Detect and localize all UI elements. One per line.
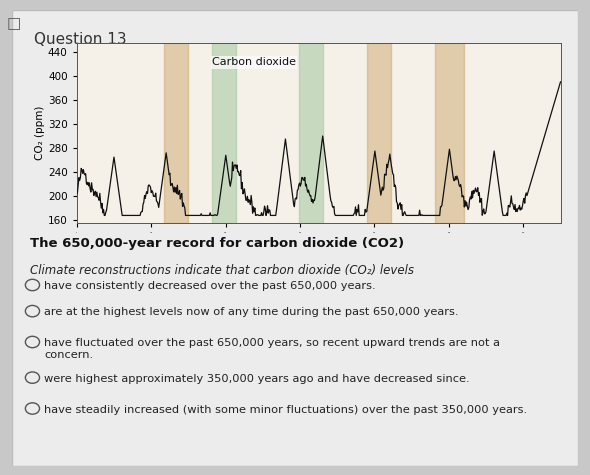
Text: Carbon dioxide: Carbon dioxide [212, 57, 296, 67]
Text: Climate reconstructions indicate that carbon dioxide (CO₂) levels: Climate reconstructions indicate that ca… [30, 264, 414, 276]
Text: have fluctuated over the past 650,000 years, so recent upward trends are not a
c: have fluctuated over the past 650,000 ye… [44, 338, 500, 360]
Bar [367, 43, 391, 223]
Bar [164, 43, 188, 223]
Text: have steadily increased (with some minor fluctuations) over the past 350,000 yea: have steadily increased (with some minor… [44, 405, 527, 415]
Text: □: □ [7, 17, 21, 32]
Text: The 650,000-year record for carbon dioxide (CO2): The 650,000-year record for carbon dioxi… [30, 238, 404, 250]
Y-axis label: CO₂ (ppm): CO₂ (ppm) [35, 106, 45, 160]
Text: were highest approximately 350,000 years ago and have decreased since.: were highest approximately 350,000 years… [44, 374, 470, 384]
Bar [299, 43, 323, 223]
Bar [435, 43, 464, 223]
FancyBboxPatch shape [12, 10, 578, 466]
Bar [212, 43, 237, 223]
Text: Question 13: Question 13 [34, 32, 127, 48]
Text: have consistently decreased over the past 650,000 years.: have consistently decreased over the pas… [44, 281, 376, 291]
Text: are at the highest levels now of any time during the past 650,000 years.: are at the highest levels now of any tim… [44, 307, 459, 317]
